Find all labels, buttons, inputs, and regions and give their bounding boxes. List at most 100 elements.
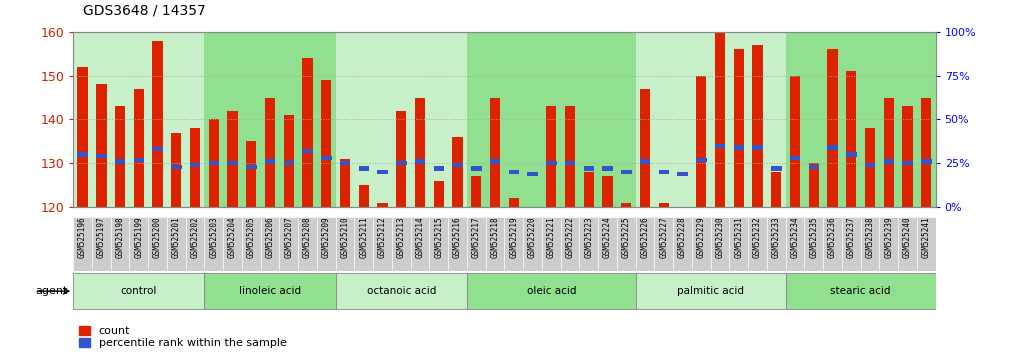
Bar bbox=[415, 98, 425, 207]
Bar bbox=[636, 32, 786, 207]
Bar bbox=[246, 165, 256, 169]
Bar bbox=[433, 181, 444, 207]
Bar bbox=[171, 165, 182, 169]
Bar bbox=[696, 158, 707, 162]
Bar bbox=[453, 137, 463, 207]
Bar bbox=[584, 172, 594, 207]
Bar bbox=[786, 273, 936, 309]
Bar bbox=[864, 163, 876, 167]
Text: GSM525206: GSM525206 bbox=[265, 217, 275, 258]
Bar bbox=[186, 217, 204, 271]
Bar bbox=[415, 159, 425, 164]
Bar bbox=[902, 106, 912, 207]
Text: linoleic acid: linoleic acid bbox=[239, 286, 301, 296]
Bar bbox=[864, 128, 876, 207]
Bar bbox=[115, 159, 125, 164]
Bar bbox=[729, 217, 749, 271]
Text: agent: agent bbox=[36, 286, 68, 296]
Bar bbox=[133, 89, 144, 207]
Bar bbox=[564, 106, 576, 207]
Bar bbox=[636, 273, 786, 309]
Bar bbox=[77, 67, 87, 207]
Bar bbox=[302, 149, 313, 153]
Bar bbox=[621, 170, 632, 174]
Bar bbox=[111, 217, 129, 271]
Bar bbox=[373, 217, 392, 271]
Bar bbox=[692, 217, 711, 271]
Bar bbox=[771, 172, 781, 207]
Bar bbox=[602, 166, 613, 171]
Bar bbox=[433, 166, 444, 171]
Bar bbox=[546, 106, 556, 207]
Text: control: control bbox=[121, 286, 157, 296]
Bar bbox=[96, 154, 107, 159]
Bar bbox=[298, 217, 317, 271]
Bar bbox=[753, 145, 763, 150]
Text: GSM525221: GSM525221 bbox=[547, 217, 556, 258]
Bar bbox=[654, 217, 673, 271]
Bar bbox=[73, 32, 204, 207]
Bar bbox=[659, 170, 669, 174]
Bar bbox=[302, 58, 313, 207]
Bar bbox=[490, 159, 500, 164]
Text: GSM525226: GSM525226 bbox=[641, 217, 650, 258]
Bar bbox=[115, 106, 125, 207]
Bar bbox=[359, 185, 369, 207]
Bar bbox=[823, 217, 842, 271]
Text: octanoic acid: octanoic acid bbox=[367, 286, 436, 296]
Text: GSM525236: GSM525236 bbox=[828, 217, 837, 258]
Text: GSM525198: GSM525198 bbox=[116, 217, 125, 258]
Text: GSM525200: GSM525200 bbox=[154, 217, 162, 258]
Bar bbox=[715, 144, 725, 148]
Bar bbox=[77, 152, 87, 157]
Bar bbox=[321, 156, 332, 160]
Bar bbox=[827, 145, 838, 150]
Bar bbox=[359, 166, 369, 171]
Text: GSM525210: GSM525210 bbox=[341, 217, 350, 258]
Text: GSM525201: GSM525201 bbox=[172, 217, 181, 258]
Text: GSM525219: GSM525219 bbox=[510, 217, 519, 258]
Bar bbox=[471, 176, 481, 207]
Bar bbox=[884, 98, 894, 207]
Text: palmitic acid: palmitic acid bbox=[677, 286, 744, 296]
Bar bbox=[640, 89, 650, 207]
Bar bbox=[467, 217, 486, 271]
Bar bbox=[715, 32, 725, 207]
Bar bbox=[321, 80, 332, 207]
Bar bbox=[336, 32, 467, 207]
Bar bbox=[809, 165, 819, 169]
Bar bbox=[208, 161, 219, 165]
Bar bbox=[659, 203, 669, 207]
Bar bbox=[377, 203, 387, 207]
Text: GSM525202: GSM525202 bbox=[190, 217, 199, 258]
Bar bbox=[523, 217, 542, 271]
Bar bbox=[204, 273, 336, 309]
Bar bbox=[560, 217, 580, 271]
Bar bbox=[228, 111, 238, 207]
Bar bbox=[190, 128, 200, 207]
Text: GSM525211: GSM525211 bbox=[359, 217, 368, 258]
Bar bbox=[133, 158, 144, 162]
Text: GSM525215: GSM525215 bbox=[434, 217, 443, 258]
Bar bbox=[92, 217, 111, 271]
Text: GSM525197: GSM525197 bbox=[97, 217, 106, 258]
Bar bbox=[636, 217, 654, 271]
Bar bbox=[828, 50, 838, 207]
Bar bbox=[453, 163, 463, 167]
Text: GSM525238: GSM525238 bbox=[865, 217, 875, 258]
Bar bbox=[771, 166, 781, 171]
Bar bbox=[228, 161, 238, 165]
Text: GSM525234: GSM525234 bbox=[790, 217, 799, 258]
Bar bbox=[260, 217, 280, 271]
Bar bbox=[448, 217, 467, 271]
Bar bbox=[190, 163, 200, 167]
Bar bbox=[898, 217, 917, 271]
Bar bbox=[673, 217, 692, 271]
Text: GSM525231: GSM525231 bbox=[734, 217, 743, 258]
Text: GSM525220: GSM525220 bbox=[528, 217, 537, 258]
Bar bbox=[842, 217, 860, 271]
Bar bbox=[677, 207, 687, 211]
Text: GSM525224: GSM525224 bbox=[603, 217, 612, 258]
Bar bbox=[917, 217, 936, 271]
Text: GSM525229: GSM525229 bbox=[697, 217, 706, 258]
